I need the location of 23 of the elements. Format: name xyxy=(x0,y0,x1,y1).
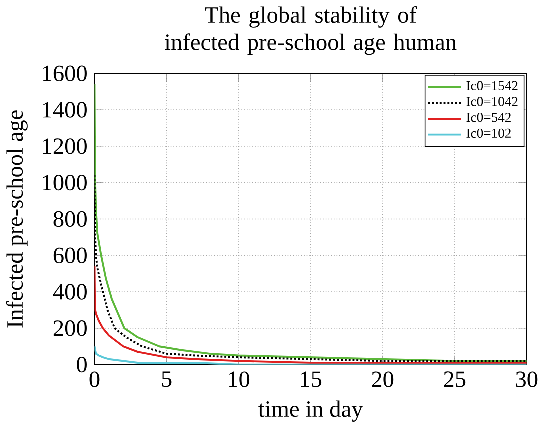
y-tick-label: 200 xyxy=(54,320,87,336)
legend-label: Ic0=542 xyxy=(466,112,511,122)
y-tick-label: 800 xyxy=(54,211,87,227)
x-tick-label: 15 xyxy=(301,371,322,388)
y-tick-label: 1000 xyxy=(43,174,87,190)
legend-label: Ic0=1042 xyxy=(466,96,518,106)
y-tick-label: 600 xyxy=(54,248,87,264)
x-tick-label: 10 xyxy=(229,371,250,388)
legend-label: Ic0=102 xyxy=(466,128,511,138)
y-axis-title: Infected pre-school age xyxy=(6,110,28,328)
y-tick-label: 400 xyxy=(53,284,87,300)
x-tick-label: 20 xyxy=(372,371,394,388)
x-tick-label: 30 xyxy=(516,371,538,388)
x-tick-label: 0 xyxy=(90,371,100,388)
x-tick-label: 5 xyxy=(162,371,172,387)
y-tick-label: 1400 xyxy=(43,102,87,118)
legend-label: Ic0=1542 xyxy=(466,81,518,90)
y-tick-label: 0 xyxy=(77,356,87,372)
chart-title: The global stability of infected pre-school age human xyxy=(165,6,457,55)
x-axis-title: time in day xyxy=(258,400,364,422)
y-tick-label: 1200 xyxy=(43,138,87,154)
y-tick-label: 1600 xyxy=(43,66,87,82)
x-tick-label: 25 xyxy=(444,371,466,388)
